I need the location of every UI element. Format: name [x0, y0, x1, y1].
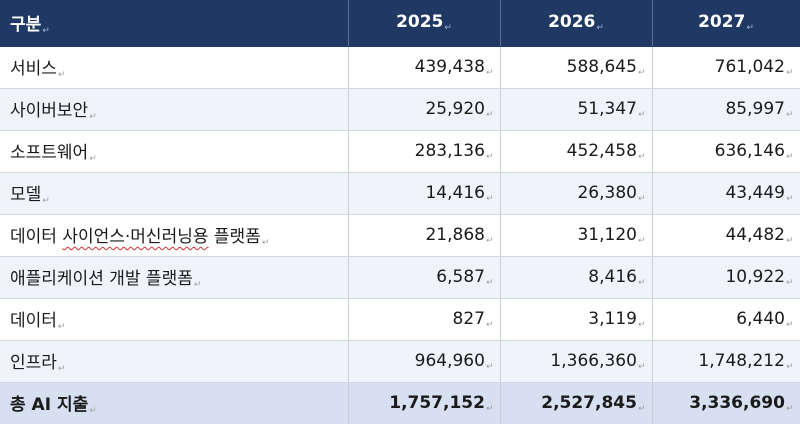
paragraph-mark-icon: ↵: [89, 112, 97, 122]
paragraph-mark-icon: ↵: [785, 361, 794, 372]
paragraph-mark-icon: ↵: [637, 67, 646, 78]
paragraph-mark-icon: ↵: [485, 361, 494, 372]
cell-2026: 1,366,360↵: [500, 340, 653, 383]
row-label: 사이버보안↵: [0, 88, 349, 131]
row-label: 인프라↵: [0, 340, 349, 383]
cell-2025: 964,960↵: [348, 340, 501, 383]
paragraph-mark-icon: ↵: [637, 361, 646, 372]
cell-2026: 51,347↵: [500, 88, 653, 131]
total-2027: 3,336,690↵: [652, 382, 800, 424]
spellcheck-underline: 사이언스·머신러닝용: [62, 227, 209, 247]
cell-2027: 10,922↵: [652, 256, 800, 299]
paragraph-mark-icon: ↵: [785, 319, 794, 330]
paragraph-mark-icon: ↵: [746, 23, 754, 34]
paragraph-mark-icon: ↵: [485, 151, 494, 162]
row-label: 서비스↵: [0, 46, 349, 89]
paragraph-mark-icon: ↵: [485, 235, 494, 246]
cell-2026: 31,120↵: [500, 214, 653, 257]
cell-2027: 6,440↵: [652, 298, 800, 341]
row-label: 데이터↵: [0, 298, 349, 341]
paragraph-mark-icon: ↵: [637, 403, 646, 414]
paragraph-mark-icon: ↵: [596, 23, 604, 34]
paragraph-mark-icon: ↵: [785, 235, 794, 246]
cell-2026: 452,458↵: [500, 130, 653, 173]
paragraph-mark-icon: ↵: [57, 322, 66, 332]
paragraph-mark-icon: ↵: [637, 319, 646, 330]
table-row: 애플리케이션 개발 플랫폼↵ 6,587↵ 8,416↵ 10,922↵: [0, 256, 800, 299]
paragraph-mark-icon: ↵: [57, 70, 66, 80]
cell-2027: 761,042↵: [652, 46, 800, 89]
cell-2027: 44,482↵: [652, 214, 800, 257]
cell-2027: 1,748,212↵: [652, 340, 800, 383]
table-row: 데이터 사이언스·머신러닝용 플랫폼↵ 21,868↵ 31,120↵ 44,4…: [0, 214, 800, 257]
paragraph-mark-icon: ↵: [485, 67, 494, 78]
paragraph-mark-icon: ↵: [193, 280, 202, 290]
table-row: 소프트웨어↵ 283,136↵ 452,458↵ 636,146↵: [0, 130, 800, 173]
paragraph-mark-icon: ↵: [485, 277, 494, 288]
cell-2025: 25,920↵: [348, 88, 501, 131]
paragraph-mark-icon: ↵: [261, 238, 270, 248]
paragraph-mark-icon: ↵: [785, 403, 794, 414]
paragraph-mark-icon: ↵: [89, 406, 97, 417]
paragraph-mark-icon: ↵: [785, 67, 794, 78]
paragraph-mark-icon: ↵: [485, 403, 494, 414]
cell-2026: 3,119↵: [500, 298, 653, 341]
cell-2027: 85,997↵: [652, 88, 800, 131]
total-row: 총 AI 지출↵ 1,757,152↵ 2,527,845↵ 3,336,690…: [0, 382, 800, 424]
row-label: 소프트웨어↵: [0, 130, 349, 173]
header-2025: 2025↵: [348, 0, 501, 47]
cell-2025: 827↵: [348, 298, 501, 341]
paragraph-mark-icon: ↵: [89, 154, 97, 164]
total-label: 총 AI 지출↵: [0, 382, 349, 424]
paragraph-mark-icon: ↵: [785, 193, 794, 204]
paragraph-mark-icon: ↵: [637, 151, 646, 162]
table-row: 인프라↵ 964,960↵ 1,366,360↵ 1,748,212↵: [0, 340, 800, 383]
paragraph-mark-icon: ↵: [444, 23, 452, 34]
cell-2026: 588,645↵: [500, 46, 653, 89]
paragraph-mark-icon: ↵: [785, 277, 794, 288]
paragraph-mark-icon: ↵: [637, 235, 646, 246]
cell-2025: 14,416↵: [348, 172, 501, 215]
header-category: 구분↵: [0, 0, 349, 47]
cell-2025: 6,587↵: [348, 256, 501, 299]
paragraph-mark-icon: ↵: [42, 196, 50, 206]
row-label: 모델↵: [0, 172, 349, 215]
header-2027: 2027↵: [652, 0, 800, 47]
paragraph-mark-icon: ↵: [57, 364, 66, 374]
cell-2027: 43,449↵: [652, 172, 800, 215]
cell-2025: 439,438↵: [348, 46, 501, 89]
paragraph-mark-icon: ↵: [637, 109, 646, 120]
paragraph-mark-icon: ↵: [42, 25, 50, 36]
cell-2025: 21,868↵: [348, 214, 501, 257]
paragraph-mark-icon: ↵: [485, 109, 494, 120]
table-row: 서비스↵ 439,438↵ 588,645↵ 761,042↵: [0, 46, 800, 89]
paragraph-mark-icon: ↵: [637, 277, 646, 288]
table-row: 모델↵ 14,416↵ 26,380↵ 43,449↵: [0, 172, 800, 215]
cell-2026: 8,416↵: [500, 256, 653, 299]
header-2026: 2026↵: [500, 0, 653, 47]
table-row: 데이터↵ 827↵ 3,119↵ 6,440↵: [0, 298, 800, 341]
total-2026: 2,527,845↵: [500, 382, 653, 424]
header-row: 구분↵ 2025↵ 2026↵ 2027↵: [0, 0, 800, 47]
cell-2026: 26,380↵: [500, 172, 653, 215]
paragraph-mark-icon: ↵: [785, 151, 794, 162]
row-label: 데이터 사이언스·머신러닝용 플랫폼↵: [0, 214, 349, 257]
paragraph-mark-icon: ↵: [485, 193, 494, 204]
paragraph-mark-icon: ↵: [637, 193, 646, 204]
table-row: 사이버보안↵ 25,920↵ 51,347↵ 85,997↵: [0, 88, 800, 131]
row-label: 애플리케이션 개발 플랫폼↵: [0, 256, 349, 299]
paragraph-mark-icon: ↵: [485, 319, 494, 330]
paragraph-mark-icon: ↵: [785, 109, 794, 120]
total-2025: 1,757,152↵: [348, 382, 501, 424]
cell-2025: 283,136↵: [348, 130, 501, 173]
cell-2027: 636,146↵: [652, 130, 800, 173]
